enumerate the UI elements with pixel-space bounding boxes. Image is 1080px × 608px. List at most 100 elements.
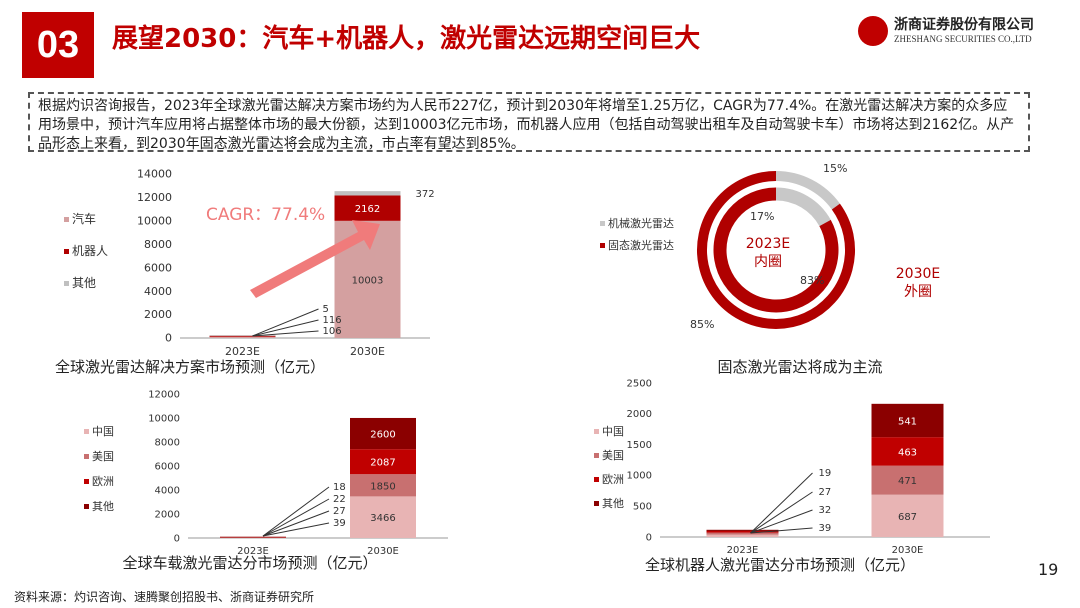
data-label: 2087 bbox=[370, 458, 395, 469]
page-number: 19 bbox=[1038, 560, 1059, 579]
leader-line bbox=[262, 498, 330, 537]
legend-label: 中国 bbox=[602, 425, 624, 438]
y-tick-label: 500 bbox=[633, 502, 652, 513]
y-tick-label: 12000 bbox=[137, 191, 172, 204]
y-tick-label: 0 bbox=[174, 533, 180, 544]
bar-segment bbox=[706, 530, 779, 533]
y-tick-label: 8000 bbox=[155, 437, 180, 448]
bar-segment bbox=[706, 532, 779, 535]
x-tick-label: 2023E bbox=[727, 545, 759, 556]
legend-swatch bbox=[64, 217, 69, 222]
chart-title: 固态激光雷达将成为主流 bbox=[717, 358, 882, 376]
legend-swatch bbox=[594, 453, 599, 458]
legend-swatch bbox=[64, 249, 69, 254]
bar-segment bbox=[706, 529, 779, 531]
legend-label: 机械激光雷达 bbox=[608, 216, 674, 230]
bar-segment bbox=[871, 494, 944, 537]
bar-segment bbox=[350, 496, 416, 538]
y-tick-label: 4000 bbox=[144, 285, 172, 298]
legend-label: 机器人 bbox=[72, 244, 108, 258]
data-label: 10003 bbox=[352, 275, 384, 286]
y-tick-label: 14000 bbox=[137, 168, 172, 181]
y-tick-label: 0 bbox=[165, 332, 172, 345]
legend-label: 汽车 bbox=[72, 211, 96, 226]
data-label: 39 bbox=[333, 518, 346, 529]
leader-line bbox=[750, 472, 813, 534]
logo-cn-text: 浙商证券股份有限公司 bbox=[894, 17, 1034, 33]
chart-title: 全球机器人激光雷达分市场预测（亿元） bbox=[645, 556, 915, 574]
legend-label: 中国 bbox=[92, 425, 114, 438]
legend-swatch bbox=[600, 221, 605, 226]
bar-segment bbox=[871, 403, 944, 438]
data-label: 19 bbox=[819, 468, 832, 479]
y-tick-label: 2000 bbox=[155, 509, 180, 520]
donut-slice bbox=[713, 187, 839, 313]
y-tick-label: 2000 bbox=[627, 409, 652, 420]
bar-segment bbox=[871, 465, 944, 495]
donut-slice bbox=[775, 171, 840, 210]
x-tick-label: 2030E bbox=[367, 546, 399, 557]
outer-ring-label: 2030E bbox=[896, 266, 940, 282]
leader-line bbox=[262, 522, 330, 537]
data-label: 1850 bbox=[370, 481, 395, 492]
leader-line bbox=[252, 308, 319, 337]
legend-label: 其他 bbox=[92, 500, 114, 513]
data-label: 687 bbox=[898, 512, 917, 523]
x-tick-label: 2030E bbox=[892, 545, 924, 556]
data-label: 22 bbox=[333, 494, 346, 505]
x-tick-label: 2023E bbox=[237, 546, 269, 557]
outer-ring-label: 外圈 bbox=[904, 284, 932, 300]
legend-label: 美国 bbox=[92, 450, 114, 463]
legend-swatch bbox=[594, 477, 599, 482]
data-label: 372 bbox=[416, 189, 435, 200]
data-label: 27 bbox=[333, 506, 346, 517]
logo-icon bbox=[858, 16, 888, 46]
data-label: 17% bbox=[750, 210, 774, 223]
legend-swatch bbox=[84, 454, 89, 459]
leader-line bbox=[252, 330, 319, 337]
legend-label: 固态激光雷达 bbox=[608, 238, 674, 252]
bar-segment bbox=[350, 449, 416, 475]
leader-line bbox=[262, 486, 330, 537]
legend-swatch bbox=[84, 504, 89, 509]
cagr-arrow bbox=[250, 220, 380, 298]
bar-segment bbox=[350, 417, 416, 450]
legend-swatch bbox=[594, 501, 599, 506]
bar-segment bbox=[209, 335, 276, 337]
legend-label: 美国 bbox=[602, 449, 624, 462]
data-label: 106 bbox=[323, 326, 342, 337]
y-tick-label: 0 bbox=[646, 532, 652, 543]
bar-segment bbox=[209, 336, 276, 338]
y-tick-label: 10000 bbox=[137, 215, 172, 228]
legend-swatch bbox=[594, 429, 599, 434]
bar-segment bbox=[706, 534, 779, 537]
section-number: 03 bbox=[22, 12, 94, 78]
auto-lidar-chart: 0 2000 4000 6000 8000 10000 12000 2023E 2030E 中国美… bbox=[84, 389, 448, 572]
legend-swatch bbox=[64, 281, 69, 286]
data-label: 2162 bbox=[355, 204, 380, 215]
legend-swatch bbox=[600, 243, 605, 248]
bar-segment bbox=[334, 191, 401, 196]
logo-en-text: ZHESHANG SECURITIES CO.,LTD bbox=[894, 34, 1032, 44]
data-label: 471 bbox=[898, 476, 917, 487]
chart-title: 全球车载激光雷达分市场预测（亿元） bbox=[122, 554, 377, 572]
inner-ring-label: 内圈 bbox=[754, 254, 782, 270]
x-tick-label: 2023E bbox=[225, 345, 260, 358]
legend-swatch bbox=[84, 429, 89, 434]
data-label: 5 bbox=[323, 304, 329, 315]
legend-label: 其他 bbox=[72, 276, 96, 290]
y-tick-label: 6000 bbox=[144, 261, 172, 274]
bar-segment bbox=[209, 335, 276, 336]
y-tick-label: 1000 bbox=[627, 471, 652, 482]
legend-label: 欧洲 bbox=[92, 475, 114, 488]
data-label: 463 bbox=[898, 447, 917, 458]
company-logo: 浙商证券股份有限公司 ZHESHANG SECURITIES CO.,LTD bbox=[858, 14, 1058, 54]
legend-label: 其他 bbox=[602, 497, 624, 510]
summary-box: 根据灼识咨询报告，2023年全球激光雷达解决方案市场约为人民币227亿，预计到2… bbox=[28, 92, 1030, 152]
data-label: 541 bbox=[898, 416, 917, 427]
y-tick-label: 10000 bbox=[148, 413, 180, 424]
y-tick-label: 4000 bbox=[155, 485, 180, 496]
bar-segment bbox=[220, 536, 286, 538]
leader-line bbox=[252, 319, 319, 337]
data-label: 27 bbox=[819, 487, 832, 498]
